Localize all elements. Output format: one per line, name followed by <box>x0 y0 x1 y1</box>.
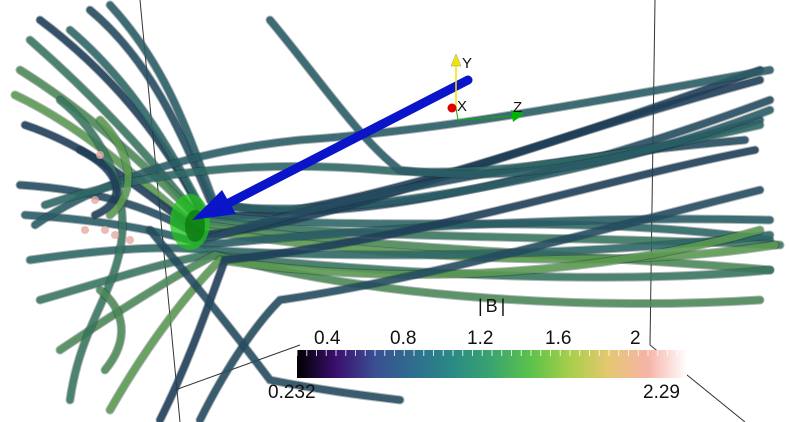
streamline-tip <box>96 151 104 159</box>
x-axis-cone <box>447 103 457 113</box>
streamline-tube <box>56 251 764 354</box>
streamline-tube <box>76 146 120 219</box>
scalar-bar-tick-label: 0.8 <box>390 328 417 349</box>
streamline-tube <box>156 146 759 422</box>
z-axis-label: Z <box>513 99 522 116</box>
streamline-tube <box>106 226 764 414</box>
z-axis-cone <box>511 110 524 122</box>
streamline-tube <box>96 286 125 374</box>
streamline-tubes <box>10 0 785 422</box>
source-blob <box>170 194 210 250</box>
y-axis-label: Y <box>462 55 472 72</box>
streamline-tip <box>111 231 119 239</box>
scalar-bar-tick-label: 1.2 <box>467 328 494 349</box>
streamline-tube <box>56 96 126 404</box>
y-axis-cone <box>450 53 462 67</box>
scalar-bar-legend <box>296 350 688 378</box>
streamline-tube <box>96 116 132 219</box>
scalar-bar-tick-label: 2 <box>630 328 641 349</box>
streamline-tip <box>91 196 99 204</box>
streamline-tube <box>196 186 764 422</box>
scalar-bar-tick-label: 0.4 <box>314 328 341 349</box>
streamline-tube <box>21 211 774 249</box>
streamline-tube <box>36 251 774 304</box>
scalar-bar-title: |B| <box>478 296 509 316</box>
x-axis-label: X <box>457 98 467 115</box>
streamline-tip <box>126 236 134 244</box>
arrow-shaft <box>220 75 473 210</box>
streamline-tip <box>81 226 89 234</box>
streamline-tip <box>101 226 109 234</box>
scalar-bar-min-label: 0.232 <box>268 382 316 403</box>
scalar-bar-tick-label: 1.6 <box>545 328 572 349</box>
streamline-tube <box>146 226 404 404</box>
scalar-bar-max-label: 2.29 <box>643 382 680 403</box>
streamline-tube <box>266 16 774 178</box>
wireframe-edge <box>174 344 301 391</box>
orientation-axes-widget[interactable]: Y X Z <box>447 53 525 122</box>
arrow-head <box>192 190 236 220</box>
z-axis-line <box>455 107 514 121</box>
direction-arrow <box>192 75 473 220</box>
